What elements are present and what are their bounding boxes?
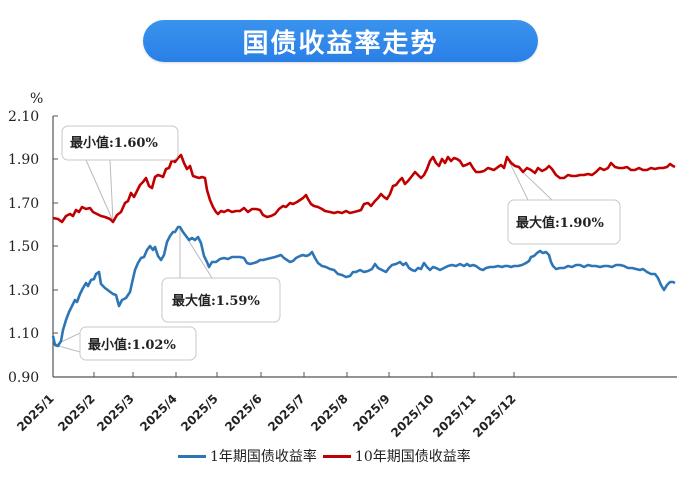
callout-ten-min: 最小值:1.60%	[61, 125, 179, 161]
x-tick-label: 2025/2	[55, 392, 98, 435]
callout-one-max: 最大值:1.59%	[161, 277, 281, 323]
y-unit-label: %	[30, 91, 43, 107]
x-tick-label: 2025/8	[308, 392, 351, 435]
x-tick-label: 2025/10	[388, 392, 436, 440]
legend-item-10y: 10年期国债收益率	[322, 446, 471, 466]
x-ticks	[93, 372, 515, 377]
series-10y-line	[52, 153, 676, 224]
x-tick-label: 2025/4	[137, 392, 180, 435]
x-tick-label: 2025/11	[430, 392, 478, 440]
y-tick-label: 2.10	[8, 109, 39, 125]
y-tick-label: 1.90	[8, 152, 39, 168]
series-1y-line	[51, 225, 676, 348]
legend-item-1y: 1年期国债收益率	[178, 446, 317, 466]
legend-swatch-blue-icon	[178, 454, 206, 458]
svg-text:最大值:1.59%: 最大值:1.59%	[172, 293, 260, 309]
callout-ten-max: 最大值:1.90%	[507, 199, 621, 245]
svg-text:最小值:1.02%: 最小值:1.02%	[88, 337, 176, 353]
x-tick-labels: 2025/1 2025/2 2025/3 2025/4 2025/5 2025/…	[14, 392, 518, 441]
svg-text:最小值:1.60%: 最小值:1.60%	[70, 135, 158, 151]
legend-label-10y: 10年期国债收益率	[354, 449, 471, 465]
chart-legend: 1年期国债收益率 10年期国债收益率	[178, 446, 471, 466]
x-tick-label: 2025/9	[350, 392, 393, 435]
y-tick-label: 1.70	[8, 196, 39, 212]
y-tick-label: 1.10	[8, 326, 39, 342]
chart-title-banner: 国债收益率走势	[143, 20, 538, 62]
x-tick-label: 2025/12	[470, 392, 518, 440]
legend-swatch-red-icon	[322, 454, 351, 458]
x-tick-label: 2025/5	[178, 392, 221, 435]
x-tick-label: 2025/3	[94, 392, 137, 435]
x-tick-label: 2025/6	[222, 392, 265, 435]
x-tick-label: 2025/7	[265, 392, 308, 435]
y-ticks: 2.10 1.90 1.70 1.50 1.30 1.10 0.90	[8, 109, 58, 386]
svg-text:最大值:1.90%: 最大值:1.90%	[516, 215, 604, 231]
y-tick-label: 0.90	[8, 370, 39, 386]
y-tick-label: 1.50	[8, 239, 39, 255]
legend-label-1y: 1年期国债收益率	[210, 449, 317, 465]
chart-title: 国债收益率走势	[242, 28, 439, 59]
y-tick-label: 1.30	[8, 283, 39, 299]
x-tick-label: 2025/1	[14, 392, 57, 435]
callout-one-min: 最小值:1.02%	[79, 326, 197, 361]
